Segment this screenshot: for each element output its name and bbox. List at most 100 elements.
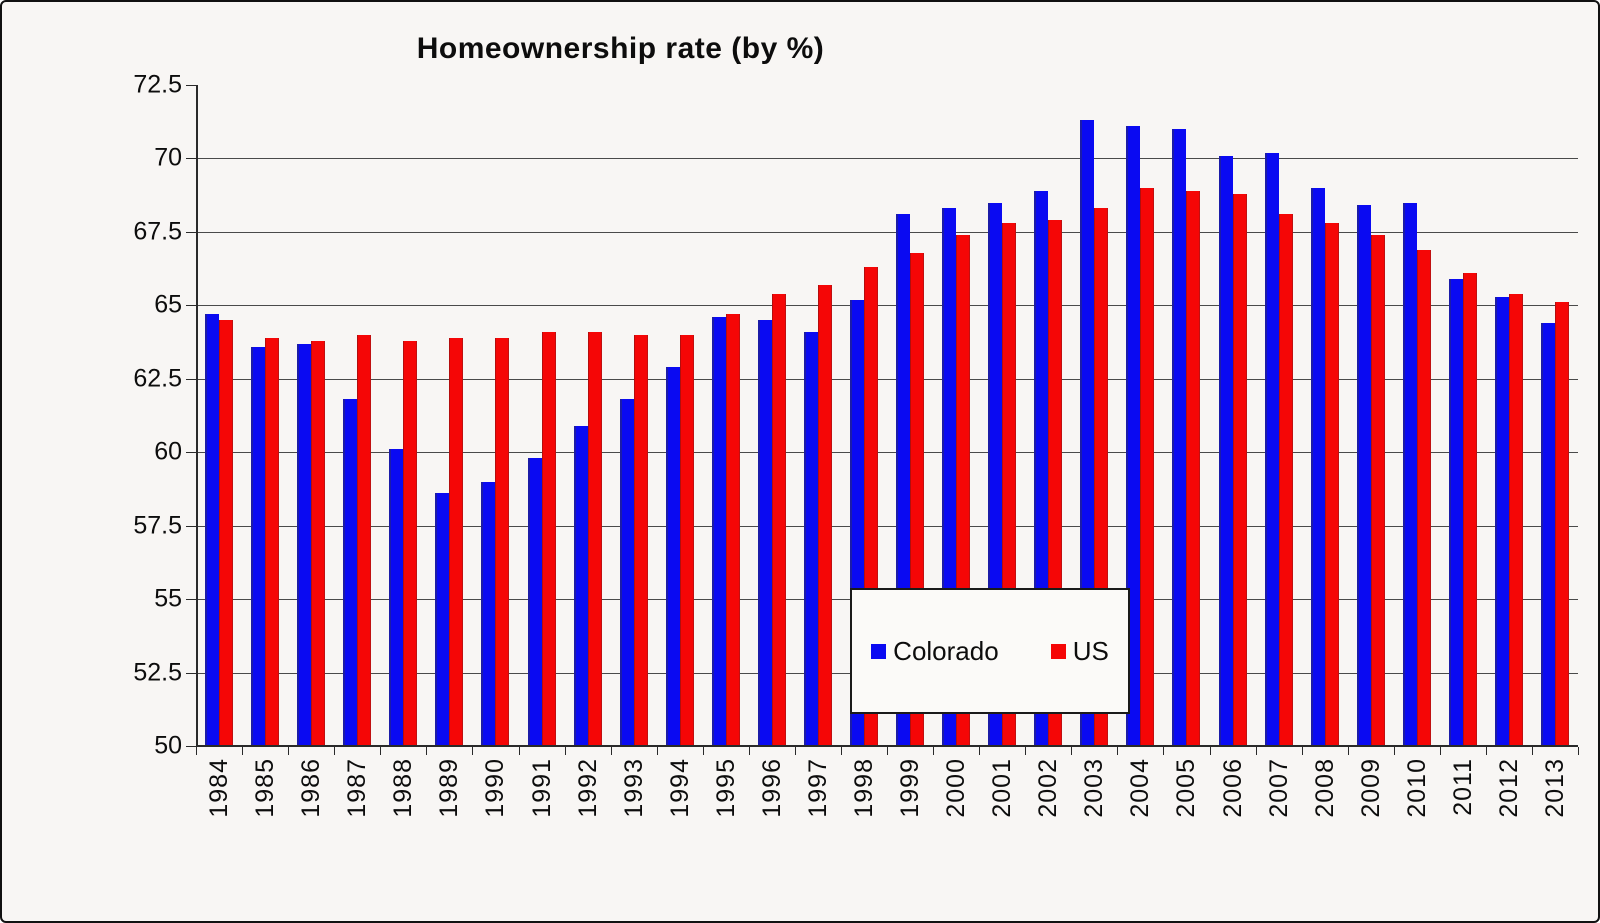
x-label-2000: 2000 <box>942 758 971 818</box>
y-tick-label-50: 50 <box>154 731 182 760</box>
x-label-1989: 1989 <box>435 758 464 818</box>
legend-box: Colorado US <box>850 588 1130 714</box>
x-boundary-tick-28 <box>1485 747 1487 755</box>
bar-us-1990 <box>495 337 510 746</box>
bar-colorado-1993 <box>619 399 634 746</box>
x-boundary-tick-13 <box>794 747 796 755</box>
y-tick-50 <box>186 746 196 747</box>
y-tick-label-70: 70 <box>154 143 182 172</box>
x-boundary-tick-17 <box>979 747 981 755</box>
bar-us-1986 <box>311 340 326 746</box>
gridline-60 <box>196 452 1578 454</box>
x-boundary-tick-22 <box>1209 747 1211 755</box>
gridline-67.5 <box>196 231 1578 233</box>
bar-us-2011 <box>1462 273 1477 746</box>
x-boundary-tick-0 <box>196 747 197 755</box>
x-boundary-tick-18 <box>1025 747 1027 755</box>
bar-colorado-1988 <box>389 449 404 746</box>
y-tick-67.5 <box>186 231 196 233</box>
x-boundary-tick-19 <box>1071 747 1073 755</box>
x-label-1991: 1991 <box>527 758 556 818</box>
y-tick-label-57.5: 57.5 <box>133 511 182 540</box>
bar-colorado-2007 <box>1264 152 1279 746</box>
x-label-2007: 2007 <box>1264 758 1293 818</box>
x-label-1990: 1990 <box>481 758 510 818</box>
legend-label-colorado: Colorado <box>893 635 999 666</box>
bar-colorado-1996 <box>757 320 772 746</box>
x-label-1998: 1998 <box>850 758 878 818</box>
x-axis-line <box>196 745 1578 747</box>
x-boundary-tick-12 <box>748 747 750 755</box>
x-boundary-tick-25 <box>1347 747 1349 755</box>
bar-us-1994 <box>679 334 694 746</box>
legend-label-us: US <box>1072 635 1109 666</box>
bar-colorado-1995 <box>711 317 726 746</box>
y-axis-line <box>196 85 198 746</box>
x-label-1994: 1994 <box>665 758 694 818</box>
bar-colorado-1990 <box>481 481 496 746</box>
bar-us-1993 <box>633 334 648 746</box>
x-label-2008: 2008 <box>1310 758 1339 818</box>
y-tick-label-62.5: 62.5 <box>133 364 182 393</box>
x-boundary-tick-2 <box>288 747 290 755</box>
y-tick-label-67.5: 67.5 <box>133 217 182 246</box>
bar-us-1992 <box>587 331 602 746</box>
bar-us-1997 <box>817 284 832 746</box>
bar-colorado-1989 <box>435 493 450 746</box>
x-boundary-tick-10 <box>656 747 658 755</box>
y-tick-52.5 <box>186 672 196 674</box>
bar-us-2012 <box>1508 293 1523 746</box>
y-tick-70 <box>186 158 196 160</box>
x-boundary-tick-5 <box>426 747 428 755</box>
x-boundary-tick-26 <box>1393 747 1395 755</box>
x-label-1987: 1987 <box>343 758 372 818</box>
x-boundary-tick-23 <box>1255 747 1257 755</box>
gridline-57.5 <box>196 525 1578 527</box>
y-tick-label-52.5: 52.5 <box>133 658 182 687</box>
y-tick-62.5 <box>186 378 196 380</box>
x-label-2010: 2010 <box>1402 758 1431 818</box>
x-boundary-tick-14 <box>840 747 842 755</box>
x-label-1993: 1993 <box>619 758 648 818</box>
bar-us-1984 <box>219 320 233 746</box>
x-boundary-tick-30 <box>1578 747 1579 755</box>
gridline-62.5 <box>196 378 1578 380</box>
bar-colorado-2010 <box>1402 202 1417 746</box>
bar-colorado-2013 <box>1541 323 1555 746</box>
x-label-1988: 1988 <box>389 758 418 818</box>
bar-us-1996 <box>771 293 786 746</box>
y-tick-label-72.5: 72.5 <box>133 70 182 99</box>
y-tick-label-60: 60 <box>154 437 182 466</box>
x-boundary-tick-24 <box>1301 747 1303 755</box>
y-tick-72.5 <box>186 85 196 86</box>
x-boundary-tick-8 <box>564 747 566 755</box>
bar-us-2010 <box>1416 249 1431 746</box>
x-boundary-tick-6 <box>472 747 474 755</box>
bar-us-1988 <box>403 340 418 746</box>
x-label-2006: 2006 <box>1218 758 1247 818</box>
bar-colorado-2011 <box>1448 278 1463 746</box>
bar-us-2005 <box>1186 190 1201 746</box>
chart-title: Homeownership rate (by %) <box>416 32 825 65</box>
x-label-2005: 2005 <box>1172 758 1201 818</box>
x-label-2013: 2013 <box>1541 758 1569 818</box>
x-label-1995: 1995 <box>711 758 740 818</box>
legend-item-us: US <box>1050 635 1109 667</box>
bar-us-2013 <box>1555 302 1569 746</box>
bar-colorado-2006 <box>1218 155 1233 746</box>
x-label-2003: 2003 <box>1080 758 1109 818</box>
bar-colorado-1994 <box>665 367 680 746</box>
x-boundary-tick-20 <box>1117 747 1119 755</box>
bar-colorado-2008 <box>1310 187 1325 746</box>
y-tick-label-55: 55 <box>154 584 182 613</box>
bar-us-1987 <box>357 334 372 746</box>
bar-colorado-2009 <box>1356 205 1371 746</box>
y-tick-65 <box>186 305 196 307</box>
x-label-1986: 1986 <box>297 758 326 818</box>
x-label-1984: 1984 <box>205 758 233 818</box>
x-label-2009: 2009 <box>1356 758 1385 818</box>
x-label-2001: 2001 <box>988 758 1017 818</box>
x-boundary-tick-21 <box>1163 747 1165 755</box>
bar-colorado-1991 <box>527 458 542 746</box>
bar-colorado-1992 <box>573 425 588 746</box>
